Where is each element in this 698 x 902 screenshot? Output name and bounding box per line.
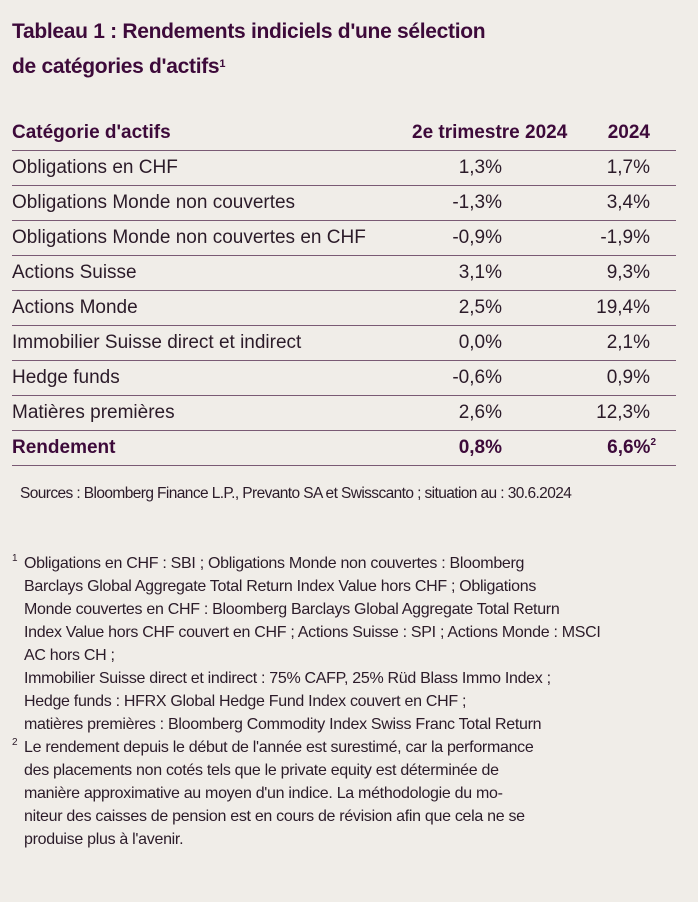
footnote-body: Obligations en CHF : SBI ; Obligations M… bbox=[24, 552, 688, 736]
footnotes: 1 Obligations en CHF : SBI ; Obligations … bbox=[12, 552, 688, 851]
table-row: Obligations Monde non couvertes -1,3% 3,4% bbox=[12, 185, 676, 221]
category-cell: Actions Suisse bbox=[12, 255, 412, 291]
year-value-cell: 19,4% bbox=[502, 290, 676, 326]
total-row: Rendement 0,8% 6,6%2 bbox=[12, 430, 676, 466]
footnote-line: matières premières : Bloomberg Commodity… bbox=[24, 716, 542, 733]
table-row: Matières premières 2,6% 12,3% bbox=[12, 395, 676, 431]
category-cell: Obligations Monde non couvertes bbox=[12, 185, 412, 221]
table-title: Tableau 1 : Rendements indiciels d'une s… bbox=[12, 14, 486, 84]
q2-value-cell: 1,3% bbox=[412, 150, 502, 186]
q2-value-cell: 0,0% bbox=[412, 325, 502, 361]
footnote-line: Monde couvertes en CHF : Bloomberg Barcl… bbox=[24, 601, 560, 618]
q2-value-cell: -0,6% bbox=[412, 360, 502, 396]
year-value-cell: 2,1% bbox=[502, 325, 676, 361]
table-row: Actions Monde 2,5% 19,4% bbox=[12, 290, 676, 326]
title-line-1: Tableau 1 : Rendements indiciels d'une s… bbox=[12, 20, 486, 43]
footnote-ref-1: 1 bbox=[219, 58, 226, 70]
table-row: Obligations Monde non couvertes en CHF -0… bbox=[12, 220, 676, 256]
year-value-cell: 12,3% bbox=[502, 395, 676, 431]
year-value-cell: 3,4% bbox=[502, 185, 676, 221]
footnote-mark: 1 bbox=[12, 553, 18, 564]
footnote-mark: 2 bbox=[12, 737, 18, 748]
category-cell: Immobilier Suisse direct et indirect bbox=[12, 325, 412, 361]
returns-table: Catégorie d'actifs 2e trimestre 2024 202… bbox=[12, 116, 676, 466]
footnote-line: Index Value hors CHF couvert en CHF ; Ac… bbox=[24, 624, 601, 641]
footnote-line: des placements non cotés tels que le pri… bbox=[24, 762, 499, 779]
footnote-line: niteur des caisses de pension est en cou… bbox=[24, 808, 525, 825]
title-line-2: de catégories d'actifs1 bbox=[12, 55, 226, 78]
table-header-row: Catégorie d'actifs 2e trimestre 2024 202… bbox=[12, 116, 676, 151]
footnote-line: AC hors CH ; bbox=[24, 647, 115, 664]
footnote-line: Obligations en CHF : SBI ; Obligations M… bbox=[24, 555, 525, 572]
total-q2-value: 0,8% bbox=[412, 430, 502, 466]
year-value-cell: 0,9% bbox=[502, 360, 676, 396]
footnote-ref-2: 2 bbox=[650, 437, 656, 448]
header-category: Catégorie d'actifs bbox=[12, 122, 171, 143]
footnote-1: 1 Obligations en CHF : SBI ; Obligations … bbox=[12, 552, 688, 736]
total-label: Rendement bbox=[12, 430, 412, 466]
q2-value-cell: -0,9% bbox=[412, 220, 502, 256]
category-cell: Hedge funds bbox=[12, 360, 412, 396]
sources-note: Sources : Bloomberg Finance L.P., Prevan… bbox=[20, 485, 572, 502]
table-row: Obligations en CHF 1,3% 1,7% bbox=[12, 150, 676, 186]
header-2024: 2024 bbox=[607, 122, 650, 143]
table-row: Actions Suisse 3,1% 9,3% bbox=[12, 255, 676, 291]
footnote-line: Hedge funds : HFRX Global Hedge Fund Ind… bbox=[24, 693, 467, 710]
year-value-cell: -1,9% bbox=[502, 220, 676, 256]
footnote-line: manière approximative au moyen d'un indi… bbox=[24, 785, 503, 802]
footnote-2: 2 Le rendement depuis le début de l'année… bbox=[12, 736, 688, 851]
q2-value-cell: 2,6% bbox=[412, 395, 502, 431]
q2-value-cell: 2,5% bbox=[412, 290, 502, 326]
category-cell: Actions Monde bbox=[12, 290, 412, 326]
footnote-body: Le rendement depuis le début de l'année … bbox=[24, 736, 688, 851]
footnote-line: produise plus à l'avenir. bbox=[24, 831, 184, 848]
header-q2-2024: 2e trimestre 2024 bbox=[412, 122, 568, 143]
footnote-line: Le rendement depuis le début de l'année … bbox=[24, 739, 534, 756]
footnote-line: Immobilier Suisse direct et indirect : 7… bbox=[24, 670, 551, 687]
footnote-line: Barclays Global Aggregate Total Return I… bbox=[24, 578, 537, 595]
category-cell: Obligations Monde non couvertes en CHF bbox=[12, 220, 412, 256]
year-value-cell: 1,7% bbox=[502, 150, 676, 186]
table-row: Hedge funds -0,6% 0,9% bbox=[12, 360, 676, 396]
q2-value-cell: -1,3% bbox=[412, 185, 502, 221]
category-cell: Matières premières bbox=[12, 395, 412, 431]
year-value-cell: 9,3% bbox=[502, 255, 676, 291]
total-year-value: 6,6%2 bbox=[502, 430, 676, 466]
table-row: Immobilier Suisse direct et indirect 0,0%… bbox=[12, 325, 676, 361]
q2-value-cell: 3,1% bbox=[412, 255, 502, 291]
category-cell: Obligations en CHF bbox=[12, 150, 412, 186]
